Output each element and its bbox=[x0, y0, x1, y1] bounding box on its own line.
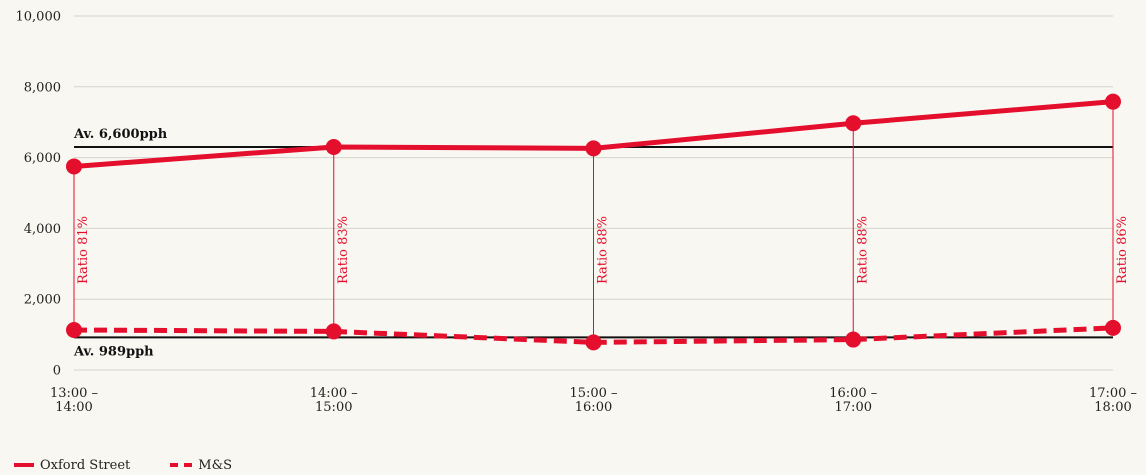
y-tick-label: 10,000 bbox=[16, 10, 62, 25]
data-point bbox=[845, 331, 862, 348]
legend-item-ms: M&S bbox=[170, 458, 232, 473]
average-label: Av. 989pph bbox=[73, 344, 154, 359]
legend-label-ms: M&S bbox=[198, 457, 233, 473]
x-tick-label: 13:00 –14:00 bbox=[50, 386, 98, 415]
data-point bbox=[66, 158, 82, 175]
line-chart: 0 2,000 4,000 6,000 8,000 10,000 13:00 –14:00 1… bbox=[16, 10, 1138, 416]
data-point bbox=[1105, 93, 1121, 110]
data-point bbox=[585, 334, 602, 351]
legend: Oxford Street M&S bbox=[14, 455, 272, 475]
x-tick-label: 16:00 –17:00 bbox=[829, 386, 877, 415]
legend-swatch-dashed bbox=[170, 463, 193, 467]
data-point bbox=[845, 115, 862, 132]
ratio-label: Ratio 81% bbox=[76, 216, 91, 284]
legend-label-oxford-street: Oxford Street bbox=[40, 457, 131, 473]
y-tick-label: 4,000 bbox=[24, 222, 61, 237]
legend-swatch-solid bbox=[14, 463, 34, 467]
ratio-label: Ratio 88% bbox=[596, 216, 611, 284]
y-tick-label: 8,000 bbox=[24, 80, 61, 95]
ratio-label: Ratio 86% bbox=[1115, 216, 1130, 284]
y-tick-label: 6,000 bbox=[24, 151, 61, 166]
x-tick-label: 14:00 –15:00 bbox=[310, 386, 358, 415]
x-tick-label: 15:00 –16:00 bbox=[569, 386, 617, 415]
data-point bbox=[1105, 319, 1121, 336]
data-point bbox=[325, 323, 342, 340]
ratio-label: Ratio 88% bbox=[855, 216, 870, 284]
x-tick-label: 17:00 –18:00 bbox=[1089, 386, 1137, 415]
data-point bbox=[585, 140, 602, 157]
ratio-label: Ratio 83% bbox=[336, 216, 351, 284]
series-line-ms bbox=[73, 325, 1114, 345]
y-tick-label: 2,000 bbox=[24, 293, 61, 308]
y-tick-label: 0 bbox=[53, 364, 61, 379]
average-label: Av. 6,600pph bbox=[73, 127, 168, 142]
data-point bbox=[66, 321, 82, 338]
legend-item-oxford-street: Oxford Street bbox=[14, 458, 130, 473]
data-point bbox=[325, 138, 342, 155]
